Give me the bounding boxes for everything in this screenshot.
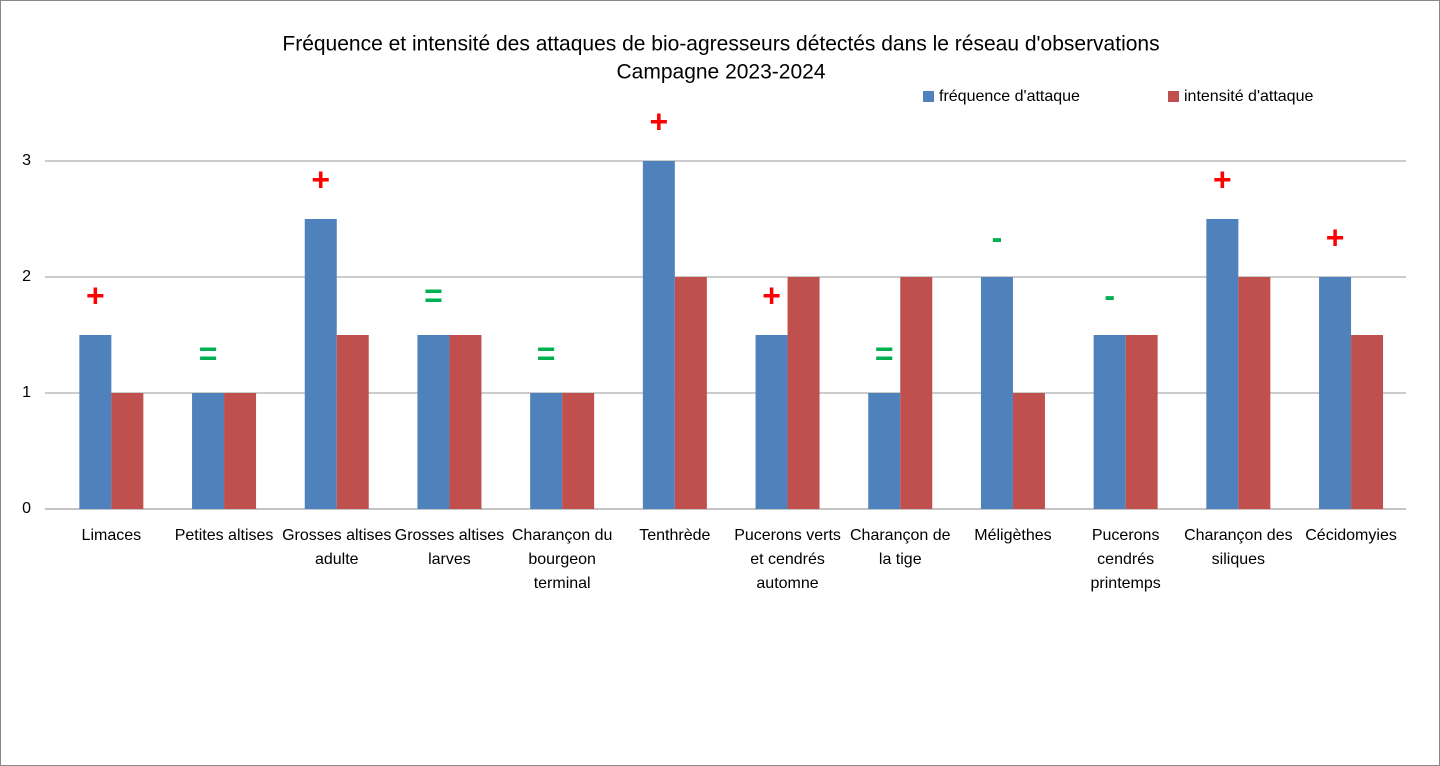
bar [868, 393, 901, 509]
y-tick-label: 1 [22, 384, 31, 401]
annotation: + [86, 277, 105, 313]
annotation: = [875, 335, 894, 371]
annotation: + [762, 277, 781, 313]
bar [530, 393, 563, 509]
bar [192, 393, 225, 509]
bar [1206, 219, 1239, 509]
bar [642, 161, 675, 509]
bar [755, 335, 788, 509]
bar [336, 335, 369, 509]
annotation: - [1104, 277, 1115, 313]
legend-label: fréquence d'attaque [939, 88, 1080, 105]
y-tick-label: 0 [22, 500, 31, 517]
legend-swatch [1168, 91, 1179, 102]
bar [1319, 277, 1352, 509]
chart-title: Fréquence et intensité des attaques de b… [282, 33, 1159, 56]
y-tick-label: 2 [22, 268, 31, 285]
bar [562, 393, 595, 509]
bar [304, 219, 337, 509]
x-tick-label: Cécidomyies [1305, 527, 1397, 544]
bar [79, 335, 112, 509]
bar [900, 277, 933, 509]
x-tick-label: Charançon du bourgeon terminal [511, 527, 613, 592]
annotation: - [992, 219, 1003, 255]
bar [674, 277, 707, 509]
annotation: = [537, 335, 556, 371]
bar [224, 393, 257, 509]
annotation: + [650, 103, 669, 139]
annotation: + [1213, 161, 1232, 197]
legend-swatch [923, 91, 934, 102]
x-tick-label: Petites altises [174, 527, 274, 544]
bar [111, 393, 144, 509]
bar [787, 277, 820, 509]
annotation: = [199, 335, 218, 371]
bar [1351, 335, 1384, 509]
annotation: = [424, 277, 443, 313]
x-tick-label: Pucerons cendrés printemps [1090, 527, 1161, 592]
annotation: + [311, 161, 330, 197]
x-tick-label: Méligèthes [974, 527, 1052, 544]
x-tick-label: Pucerons verts et cendrés automne [734, 527, 841, 592]
chart-subtitle: Campagne 2023-2024 [617, 61, 826, 84]
bar [1125, 335, 1158, 509]
bar [1012, 393, 1045, 509]
annotation: + [1326, 219, 1345, 255]
x-tick-label: Grosses altises adulte [282, 527, 392, 568]
x-tick-label: Limaces [81, 527, 142, 544]
y-tick-label: 3 [22, 152, 31, 169]
bar [1093, 335, 1126, 509]
x-tick-label: Charançon de la tige [849, 527, 951, 568]
x-tick-label: Grosses altises larves [394, 527, 505, 568]
x-tick-label: Charançon des siliques [1184, 527, 1293, 568]
legend-label: intensité d'attaque [1184, 88, 1313, 105]
bar [449, 335, 482, 509]
bar [980, 277, 1013, 509]
bar [417, 335, 450, 509]
bar [1238, 277, 1271, 509]
x-tick-label: Tenthrède [639, 527, 711, 544]
